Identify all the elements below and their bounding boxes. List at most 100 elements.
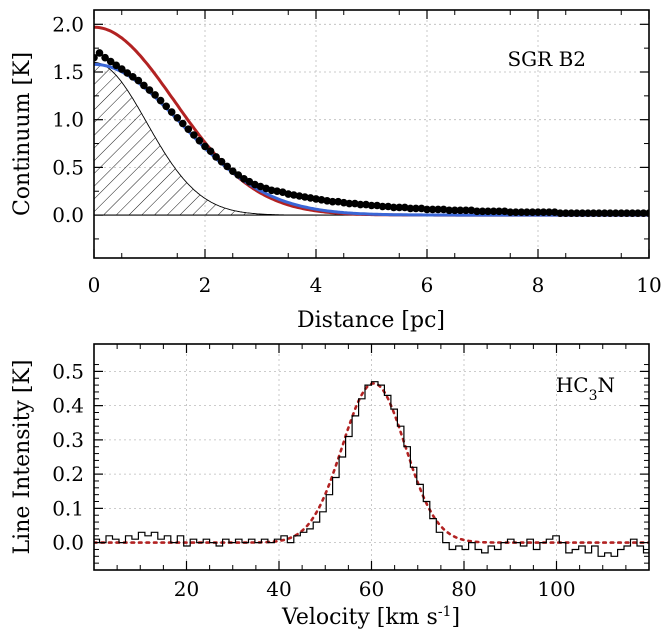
y-tick-label: 1.5: [52, 60, 84, 84]
data-point: [434, 205, 442, 214]
x-tick-label: 4: [310, 273, 323, 297]
data-point: [345, 199, 354, 208]
y-tick-label: 0.0: [52, 531, 84, 555]
top-ticks: [93, 10, 650, 258]
data-point: [534, 208, 542, 216]
bottom-x-axis-label: Velocity [km s-1]: [281, 604, 460, 630]
data-points: [94, 49, 649, 217]
data-point: [106, 57, 115, 66]
top-plot-frame: [93, 9, 650, 259]
x-tick-label: 80: [451, 577, 476, 601]
data-point: [123, 69, 132, 77]
x-tick-label: 8: [532, 273, 545, 297]
bottom-y-tick-labels: 0.0 0.1 0.2 0.3 0.4 0.5: [52, 359, 84, 554]
data-point: [589, 209, 598, 217]
x-tick-label: 6: [421, 273, 434, 297]
y-tick-label: 1.0: [52, 108, 84, 132]
bottom-x-tick-labels: 20 40 60 80 100: [174, 577, 576, 601]
y-tick-label: 0.1: [52, 496, 84, 520]
data-point: [301, 193, 309, 201]
data-point: [151, 91, 159, 99]
y-tick-label: 0.5: [52, 359, 84, 383]
data-point: [378, 202, 387, 211]
data-point: [600, 209, 609, 217]
top-grid: [94, 10, 649, 258]
molecule-label: HC3N: [556, 373, 615, 404]
data-point: [145, 86, 154, 94]
data-point: [495, 207, 503, 216]
x-tick-label: 100: [537, 577, 575, 601]
data-point: [112, 61, 120, 70]
data-point: [623, 209, 631, 217]
data-point: [634, 209, 642, 217]
spectrum-histogram: [94, 381, 649, 557]
data-point: [129, 73, 137, 81]
data-point: [234, 171, 243, 179]
data-point: [317, 196, 326, 204]
data-point: [512, 208, 520, 216]
top-x-axis-label: Distance [pc]: [297, 308, 445, 333]
data-point: [173, 114, 182, 122]
x-tick-label: 2: [199, 273, 212, 297]
top-y-tick-labels: 0.0 0.5 1.0 1.5 2.0: [52, 12, 84, 227]
y-tick-label: 0.4: [52, 394, 84, 418]
data-point: [423, 205, 431, 214]
y-tick-label: 0.0: [52, 203, 84, 227]
data-point: [562, 209, 570, 217]
data-point: [473, 207, 481, 216]
data-point: [556, 209, 564, 217]
data-point: [445, 206, 454, 215]
data-point: [389, 203, 398, 212]
data-point: [140, 81, 148, 90]
data-point: [395, 203, 404, 212]
bottom-y-axis-label: Line Intensity [K]: [10, 360, 35, 555]
data-point: [229, 167, 237, 175]
data-point: [156, 96, 165, 105]
data-point: [428, 205, 437, 214]
data-point: [401, 203, 409, 212]
data-point: [223, 162, 231, 171]
data-point: [217, 157, 226, 166]
top-x-tick-labels: 0 2 4 6 8 10: [88, 273, 662, 297]
gaussian-fit-curve: [94, 382, 649, 544]
data-point: [489, 207, 498, 216]
data-point: [484, 207, 492, 216]
data-point: [439, 205, 448, 214]
data-point: [356, 200, 365, 209]
data-point: [539, 208, 548, 216]
data-point: [273, 187, 281, 195]
data-point: [406, 204, 415, 213]
data-point: [184, 125, 193, 133]
data-point: [617, 209, 626, 217]
data-point: [545, 208, 553, 216]
data-point: [190, 131, 198, 139]
data-point: [328, 197, 337, 206]
data-point: [167, 108, 176, 116]
source-label: SGR B2: [507, 47, 586, 71]
data-point: [179, 119, 187, 128]
x-tick-label: 10: [636, 273, 661, 297]
x-tick-label: 20: [174, 577, 199, 601]
y-tick-label: 2.0: [52, 12, 84, 36]
x-tick-label: 40: [266, 577, 291, 601]
data-point: [334, 197, 343, 206]
data-point: [611, 209, 620, 217]
data-point: [500, 207, 509, 216]
data-point: [456, 206, 465, 215]
data-point: [206, 147, 215, 155]
data-point: [201, 142, 209, 151]
data-point: [467, 206, 476, 215]
data-point: [290, 191, 298, 199]
y-tick-label: 0.5: [52, 155, 84, 179]
data-point: [595, 209, 603, 217]
x-tick-label: 0: [88, 273, 101, 297]
x-tick-label: 60: [359, 577, 384, 601]
data-point: [523, 208, 531, 216]
data-point: [584, 209, 592, 217]
data-point: [162, 102, 170, 111]
data-point: [94, 53, 98, 62]
data-point: [606, 209, 614, 217]
data-point: [628, 209, 637, 217]
data-point: [95, 49, 104, 57]
y-tick-label: 0.2: [52, 462, 84, 486]
